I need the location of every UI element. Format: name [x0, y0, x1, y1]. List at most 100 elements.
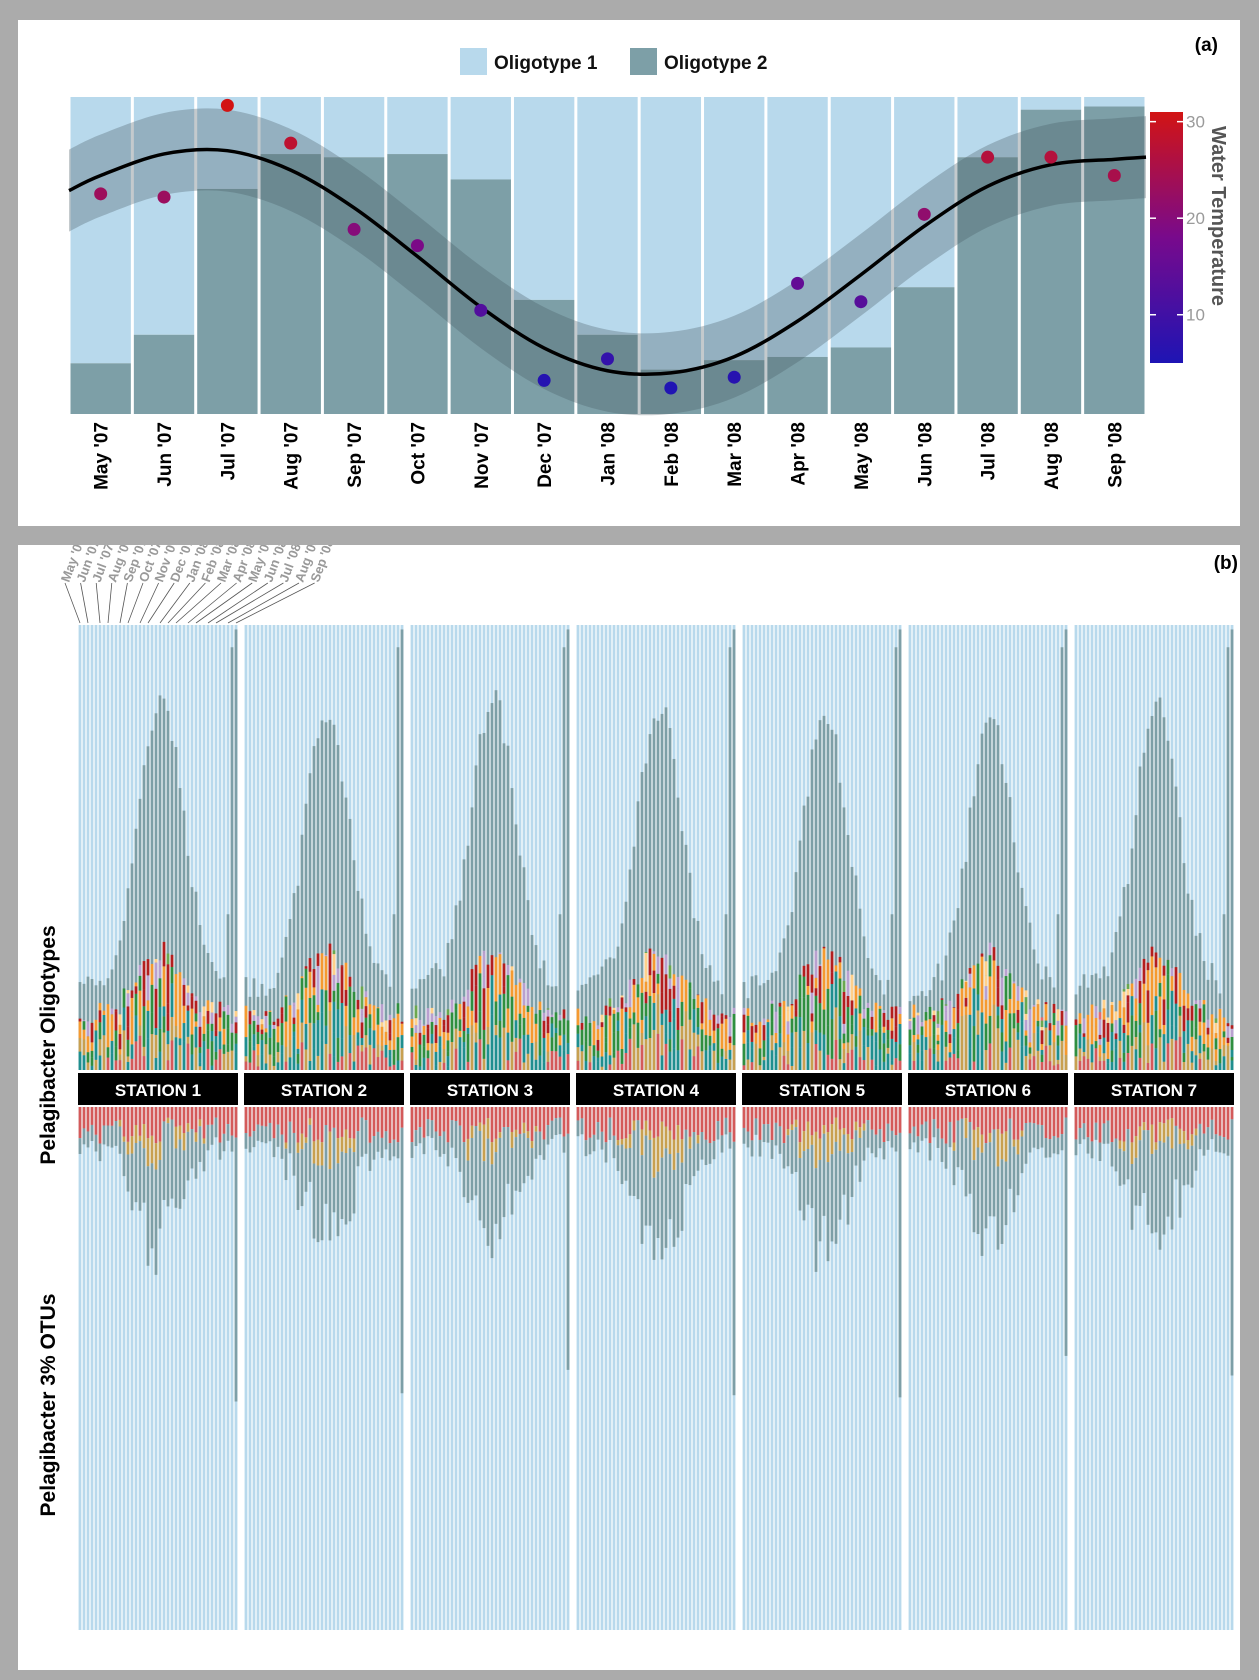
bar-oligotype-2 — [494, 690, 498, 1070]
bar-otu-minor — [178, 1107, 182, 1126]
bar-minor-oligotype — [620, 1008, 624, 1025]
bar-minor-oligotype — [964, 1043, 968, 1070]
bar-minor-oligotype — [518, 978, 522, 983]
bar-minor-oligotype — [494, 1001, 498, 1025]
bar-otu-2 — [802, 1151, 806, 1221]
bar-minor-oligotype — [1020, 1021, 1024, 1047]
bar-oligotype-1 — [1118, 625, 1122, 1070]
bar-minor-oligotype — [1048, 1045, 1052, 1062]
bar-minor-oligotype — [174, 974, 178, 986]
bar-minor-oligotype — [506, 1032, 510, 1061]
bar-minor-oligotype — [546, 1061, 550, 1070]
bar-minor-oligotype — [842, 1033, 846, 1044]
bar-minor-oligotype — [688, 1019, 692, 1050]
bar-minor-oligotype — [818, 1003, 822, 1033]
bar-otu-minor — [700, 1107, 704, 1132]
bar-oligotype-2 — [724, 914, 728, 1070]
bar-minor-oligotype — [782, 1005, 786, 1027]
bar-minor-oligotype — [202, 1016, 206, 1021]
bar-minor-oligotype — [1090, 1004, 1094, 1026]
bar-minor-oligotype — [1194, 1055, 1198, 1070]
bar-oligotype-2 — [340, 781, 344, 1070]
bar-oligotype-1 — [558, 625, 562, 1070]
bar-minor-oligotype — [166, 1030, 170, 1045]
bar-minor-oligotype — [1170, 1025, 1174, 1039]
bar-otu-2 — [146, 1166, 150, 1266]
bar-minor-oligotype — [1098, 1012, 1102, 1020]
bar-minor-oligotype — [886, 1047, 890, 1054]
bar-otu-minor — [1186, 1140, 1190, 1150]
bar-minor-oligotype — [668, 1039, 672, 1052]
bar-oligotype-1 — [364, 625, 368, 1070]
bar-oligotype-2 — [648, 734, 652, 1070]
bar-minor-oligotype — [340, 1056, 344, 1070]
bar-minor-oligotype — [576, 1008, 580, 1026]
bar-otu-2 — [996, 1166, 1000, 1250]
bar-minor-oligotype — [550, 1017, 554, 1024]
bar-otu-minor — [620, 1139, 624, 1145]
bar-minor-oligotype — [312, 995, 316, 1024]
bar-minor-oligotype — [786, 1021, 790, 1035]
bar-otu-1 — [178, 1107, 182, 1630]
bar-minor-oligotype — [826, 962, 830, 989]
bar-minor-oligotype — [1154, 1010, 1158, 1049]
bar-minor-oligotype — [154, 959, 158, 963]
bar-minor-oligotype — [1190, 1062, 1194, 1070]
bar-minor-oligotype — [368, 1004, 372, 1015]
bar-oligotype-2 — [1016, 872, 1020, 1070]
bar-otu-2 — [890, 1130, 894, 1148]
bar-otu-1 — [1020, 1107, 1024, 1630]
bar-minor-oligotype — [996, 1006, 1000, 1016]
bar-minor-oligotype — [750, 1048, 754, 1063]
bar-minor-oligotype — [296, 1009, 300, 1024]
bar-oligotype-2 — [522, 867, 526, 1070]
bar-minor-oligotype — [1142, 1022, 1146, 1054]
bar-minor-oligotype — [640, 1044, 644, 1070]
bar-minor-oligotype — [380, 1022, 384, 1027]
bar-oligotype-1 — [426, 625, 430, 1070]
bar-otu-2 — [1150, 1153, 1154, 1234]
bar-oligotype-2 — [178, 788, 182, 1070]
bar-minor-oligotype — [1114, 1033, 1118, 1040]
bar-otu-1 — [198, 1107, 202, 1630]
bar-minor-oligotype — [256, 1055, 260, 1067]
bar-minor-oligotype — [542, 1032, 546, 1038]
bar-minor-oligotype — [1090, 1062, 1094, 1070]
bar-oligotype-2 — [850, 866, 854, 1070]
bar-otu-1 — [368, 1107, 372, 1630]
bar-otu-2 — [410, 1142, 414, 1158]
bar-oligotype-2 — [474, 765, 478, 1070]
bar-minor-oligotype — [928, 1036, 932, 1049]
bar-minor-oligotype — [1138, 967, 1142, 982]
bar-minor-oligotype — [916, 1015, 920, 1035]
bar-otu-1 — [818, 1107, 822, 1630]
bar-otu-2 — [660, 1157, 664, 1260]
bar-minor-oligotype — [750, 1062, 754, 1070]
bar-minor-oligotype — [1086, 1014, 1090, 1023]
temperature-point — [284, 136, 298, 150]
bar-otu-minor — [170, 1107, 174, 1120]
bar-otu-2 — [336, 1163, 340, 1237]
bar-minor-oligotype — [620, 997, 624, 1009]
bar-minor-oligotype — [174, 1037, 178, 1070]
bar-minor-oligotype — [372, 1030, 376, 1049]
bar-otu-2 — [158, 1159, 162, 1229]
bar-minor-oligotype — [972, 988, 976, 1027]
bar-oligotype-1 — [1202, 625, 1206, 1070]
bar-otu-minor — [122, 1136, 126, 1142]
bar-minor-oligotype — [470, 1010, 474, 1026]
bar-otu-2 — [304, 1142, 308, 1192]
bar-minor-oligotype — [692, 999, 696, 1010]
bar-minor-oligotype — [782, 1055, 786, 1070]
bar-oligotype-2 — [352, 860, 356, 1070]
bar-minor-oligotype — [1122, 1061, 1126, 1070]
bar-otu-minor — [746, 1107, 750, 1132]
bar-minor-oligotype — [894, 1058, 898, 1070]
bar-otu-2 — [600, 1131, 604, 1150]
bar-minor-oligotype — [874, 1032, 878, 1042]
bar-minor-oligotype — [656, 956, 660, 974]
bar-oligotype-2 — [1166, 740, 1170, 1070]
bar-minor-oligotype — [826, 1054, 830, 1070]
bar-otu-2 — [442, 1131, 446, 1154]
bar-otu-minor — [260, 1107, 264, 1126]
